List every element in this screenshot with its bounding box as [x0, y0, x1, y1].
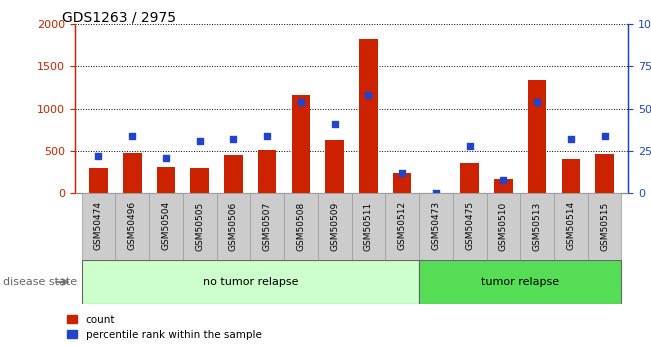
Bar — [292, 95, 311, 193]
Text: no tumor relapse: no tumor relapse — [202, 277, 298, 287]
Bar — [183, 193, 217, 260]
Bar — [352, 193, 385, 260]
Point — [431, 190, 441, 196]
Point — [464, 143, 475, 149]
Text: GSM50507: GSM50507 — [263, 201, 271, 250]
Text: GSM50514: GSM50514 — [566, 201, 575, 250]
Bar — [149, 193, 183, 260]
Bar — [520, 193, 554, 260]
Bar — [452, 193, 486, 260]
Point — [296, 99, 306, 105]
Point — [195, 138, 205, 144]
Text: disease state: disease state — [3, 277, 77, 287]
Point — [127, 133, 137, 138]
Text: GSM50511: GSM50511 — [364, 201, 373, 250]
Bar — [528, 80, 546, 193]
Bar — [318, 193, 352, 260]
Bar — [554, 193, 588, 260]
Bar — [191, 168, 209, 193]
Text: GSM50506: GSM50506 — [229, 201, 238, 250]
Text: GSM50510: GSM50510 — [499, 201, 508, 250]
Point — [229, 136, 239, 142]
Bar — [419, 260, 622, 304]
Bar — [393, 173, 411, 193]
Text: GSM50513: GSM50513 — [533, 201, 542, 250]
Point — [566, 136, 576, 142]
Bar — [326, 140, 344, 193]
Text: GSM50509: GSM50509 — [330, 201, 339, 250]
Bar — [89, 168, 108, 193]
Bar — [460, 163, 479, 193]
Bar — [81, 260, 419, 304]
Text: GSM50515: GSM50515 — [600, 201, 609, 250]
Point — [397, 170, 408, 176]
Point — [161, 155, 171, 160]
Bar — [419, 193, 452, 260]
Bar — [562, 159, 580, 193]
Point — [532, 99, 542, 105]
Legend: count, percentile rank within the sample: count, percentile rank within the sample — [67, 315, 262, 340]
Bar — [123, 152, 141, 193]
Text: GSM50508: GSM50508 — [296, 201, 305, 250]
Text: GSM50473: GSM50473 — [432, 201, 440, 250]
Bar — [81, 193, 115, 260]
Point — [329, 121, 340, 127]
Bar — [258, 150, 277, 193]
Bar — [486, 193, 520, 260]
Bar — [217, 193, 251, 260]
Bar — [115, 193, 149, 260]
Bar — [251, 193, 284, 260]
Text: GSM50475: GSM50475 — [465, 201, 474, 250]
Text: tumor relapse: tumor relapse — [481, 277, 559, 287]
Text: GDS1263 / 2975: GDS1263 / 2975 — [62, 10, 176, 24]
Text: GSM50504: GSM50504 — [161, 201, 171, 250]
Text: GSM50474: GSM50474 — [94, 201, 103, 250]
Bar — [359, 39, 378, 193]
Point — [262, 133, 272, 138]
Text: GSM50496: GSM50496 — [128, 201, 137, 250]
Bar — [588, 193, 622, 260]
Bar — [595, 154, 614, 193]
Bar — [494, 179, 512, 193]
Bar — [284, 193, 318, 260]
Text: GSM50512: GSM50512 — [398, 201, 407, 250]
Bar — [224, 155, 243, 193]
Point — [363, 92, 374, 98]
Point — [600, 133, 610, 138]
Text: GSM50505: GSM50505 — [195, 201, 204, 250]
Point — [93, 153, 104, 159]
Bar — [385, 193, 419, 260]
Point — [498, 177, 508, 183]
Bar — [157, 167, 175, 193]
